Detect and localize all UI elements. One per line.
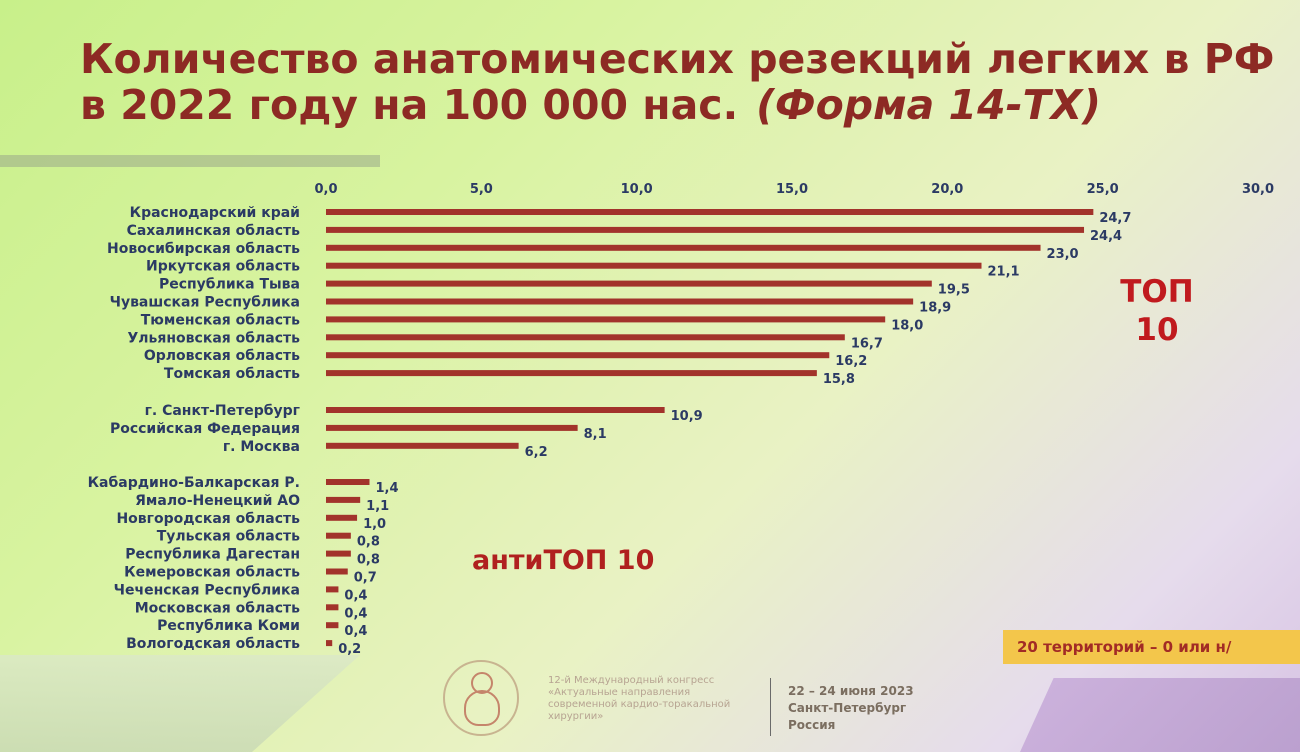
value-label: 0,8 [357, 553, 380, 568]
value-label: 6,2 [525, 445, 548, 460]
value-label: 10,9 [671, 409, 703, 424]
event-city: Санкт-Петербург [788, 701, 907, 715]
event-country: Россия [788, 718, 836, 732]
slide-title-form: (Форма 14-ТХ) [756, 81, 1101, 129]
category-label: Московская область [135, 600, 300, 616]
x-tick-label: 30,0 [1242, 182, 1274, 197]
footer-separator [770, 678, 771, 736]
bar [326, 226, 1085, 233]
bar [326, 262, 982, 269]
bar [326, 640, 333, 647]
category-label: Тульская область [157, 529, 300, 545]
value-label: 1,1 [366, 499, 389, 514]
value-label: 15,8 [823, 372, 855, 387]
value-label: 0,4 [344, 624, 367, 639]
value-label: 8,1 [584, 427, 607, 442]
value-label: 21,1 [988, 265, 1020, 280]
category-label: Тюменская область [141, 312, 300, 328]
x-tick-label: 15,0 [776, 182, 808, 197]
value-label: 24,4 [1090, 229, 1122, 244]
top10-label: ТОП 10 [1120, 274, 1194, 348]
x-tick-label: 25,0 [1087, 182, 1119, 197]
bar [326, 550, 351, 557]
category-label: Иркутская область [146, 259, 300, 275]
bar [326, 244, 1041, 251]
category-label: Новгородская область [116, 511, 300, 527]
value-label: 0,7 [354, 571, 377, 586]
value-label: 0,4 [344, 606, 367, 621]
value-label: 1,4 [375, 481, 398, 496]
category-label: Чеченская Республика [114, 582, 300, 598]
bar [326, 532, 351, 539]
value-label: 1,0 [363, 517, 386, 532]
value-label: 18,9 [919, 301, 951, 316]
bar [326, 586, 339, 593]
value-label: 16,2 [835, 354, 867, 369]
header-divider-band [0, 155, 380, 167]
value-label: 0,2 [338, 642, 361, 657]
x-tick-label: 10,0 [621, 182, 653, 197]
footer-right-band [1020, 678, 1300, 752]
congress-name: 12-й Международный конгресс «Актуальные … [548, 675, 731, 722]
category-label: Краснодарский край [130, 205, 300, 221]
x-tick-label: 5,0 [470, 182, 493, 197]
category-label: Республика Коми [157, 618, 300, 634]
category-label: Вологодская область [126, 636, 300, 652]
zero-territories-badge: 20 территорий – 0 или н/ [1003, 630, 1300, 664]
bar [326, 604, 339, 611]
category-label: Томская область [164, 366, 300, 382]
category-label: Чувашская Республика [110, 295, 300, 311]
bar [326, 479, 370, 485]
category-label: Ямало-Ненецкий АО [135, 493, 300, 509]
bar [326, 514, 358, 521]
category-label: Сахалинская область [127, 223, 301, 239]
bar [326, 442, 519, 449]
value-label: 19,5 [938, 283, 970, 298]
x-tick-label: 0,0 [314, 182, 337, 197]
category-label: Новосибирская область [107, 241, 300, 257]
category-label: Российская Федерация [110, 421, 300, 437]
category-label: Кабардино-Балкарская Р. [88, 475, 300, 491]
bar [326, 352, 830, 359]
bar [326, 496, 361, 503]
category-label: Ульяновская область [127, 330, 300, 346]
slide-title-main: Количество анатомических резекций легких… [80, 35, 1275, 129]
category-label: Республика Тыва [159, 277, 300, 293]
congress-logo [443, 660, 519, 736]
category-label: г. Москва [223, 439, 300, 455]
antitop10-label: антиТОП 10 [472, 545, 655, 576]
category-label: г. Санкт-Петербург [145, 403, 300, 419]
category-label: Орловская область [144, 348, 300, 364]
bar [326, 622, 339, 629]
category-label: Республика Дагестан [125, 547, 300, 563]
bar [326, 298, 914, 305]
bar [326, 568, 348, 575]
value-label: 0,4 [344, 588, 367, 603]
slide-title: Количество анатомических резекций легких… [80, 36, 1280, 128]
value-label: 24,7 [1099, 211, 1131, 226]
bar [326, 209, 1094, 215]
bar [326, 407, 665, 413]
value-label: 0,8 [357, 535, 380, 550]
bar [326, 424, 578, 431]
bar [326, 334, 845, 341]
bar [326, 316, 886, 323]
bar [326, 370, 817, 377]
event-info: 22 – 24 июня 2023 Санкт-Петербург Россия [788, 683, 914, 734]
value-label: 23,0 [1047, 247, 1079, 262]
x-tick-label: 20,0 [931, 182, 963, 197]
bar [326, 280, 932, 287]
category-label: Кемеровская область [124, 565, 300, 581]
matryoshka-icon-body [464, 690, 500, 726]
value-label: 16,7 [851, 336, 883, 351]
value-label: 18,0 [891, 318, 923, 333]
event-dates: 22 – 24 июня 2023 [788, 684, 914, 698]
